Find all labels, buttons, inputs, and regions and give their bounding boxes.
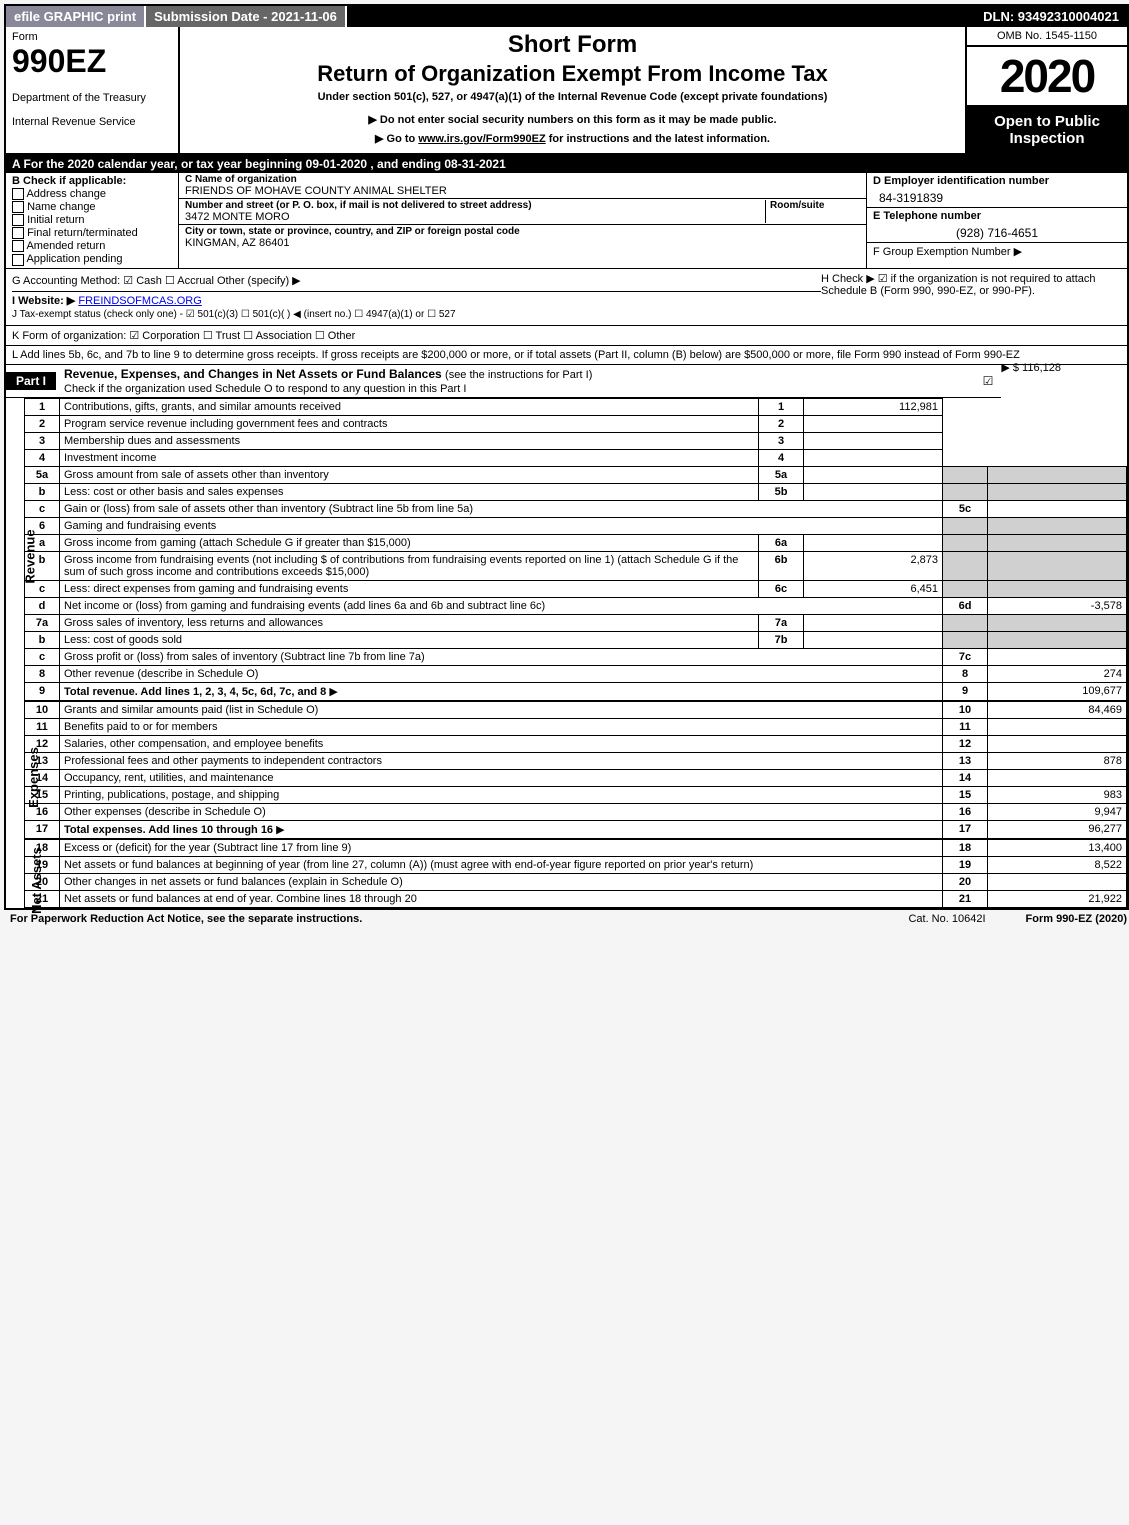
line21-value: 21,922 xyxy=(988,890,1127,907)
line-a: A For the 2020 calendar year, or tax yea… xyxy=(6,155,1127,173)
expenses-label: Expenses xyxy=(26,747,41,808)
phone-value: (928) 716-4651 xyxy=(867,224,1127,242)
revenue-section: Revenue 1Contributions, gifts, grants, a… xyxy=(6,398,1127,701)
note-ssn: ▶ Do not enter social security numbers o… xyxy=(188,113,957,126)
col-c-org-info: C Name of organization FRIENDS OF MOHAVE… xyxy=(179,173,867,268)
chk-address[interactable]: Address change xyxy=(12,188,172,200)
header-left: Form 990EZ Department of the Treasury In… xyxy=(6,27,180,153)
b-header: B Check if applicable: xyxy=(12,175,172,187)
dept-line2: Internal Revenue Service xyxy=(12,116,172,128)
part1-header: Part I Revenue, Expenses, and Changes in… xyxy=(6,365,1001,398)
line18-value: 13,400 xyxy=(988,839,1127,856)
ein-label: D Employer identification number xyxy=(867,173,1127,189)
line-i: I Website: ▶ FREINDSOFMCAS.ORG xyxy=(12,294,821,307)
line9-value: 109,677 xyxy=(988,682,1127,700)
form-990ez: efile GRAPHIC print Submission Date - 20… xyxy=(4,4,1129,910)
line1-value: 112,981 xyxy=(804,398,943,415)
form-ref: Form 990-EZ (2020) xyxy=(1026,913,1127,925)
line10-value: 84,469 xyxy=(988,701,1127,718)
expenses-section: Expenses 10Grants and similar amounts pa… xyxy=(6,701,1127,839)
line-k: K Form of organization: ☑ Corporation ☐ … xyxy=(6,326,1127,346)
ein-value: 84-3191839 xyxy=(867,189,1127,207)
revenue-label: Revenue xyxy=(23,529,38,583)
netassets-label: Net Assets xyxy=(29,847,44,914)
dln-label: DLN: 93492310004021 xyxy=(975,6,1127,27)
line15-value: 983 xyxy=(988,786,1127,803)
subtitle: Under section 501(c), 527, or 4947(a)(1)… xyxy=(188,91,957,103)
chk-pending[interactable]: Application pending xyxy=(12,253,172,265)
irs-link[interactable]: www.irs.gov/Form990EZ xyxy=(418,133,545,145)
chk-name[interactable]: Name change xyxy=(12,201,172,213)
paperwork-notice: For Paperwork Reduction Act Notice, see … xyxy=(10,913,362,925)
note-link: ▶ Go to www.irs.gov/Form990EZ for instru… xyxy=(188,132,957,145)
line6c-value: 6,451 xyxy=(804,580,943,597)
line16-value: 9,947 xyxy=(988,803,1127,820)
line19-value: 8,522 xyxy=(988,856,1127,873)
netassets-section: Net Assets 18Excess or (deficit) for the… xyxy=(6,839,1127,908)
block-bcdef: B Check if applicable: Address change Na… xyxy=(6,173,1127,269)
open-inspection: Open to Public Inspection xyxy=(967,107,1127,153)
line17-value: 96,277 xyxy=(988,820,1127,838)
part1-check[interactable]: ☑ xyxy=(983,374,1002,388)
col-def: D Employer identification number 84-3191… xyxy=(867,173,1127,268)
line-g: G Accounting Method: ☑ Cash ☐ Accrual Ot… xyxy=(12,274,821,292)
cat-number: Cat. No. 10642I xyxy=(908,913,985,925)
short-form-title: Short Form xyxy=(188,31,957,59)
line8-value: 274 xyxy=(988,665,1127,682)
top-bar: efile GRAPHIC print Submission Date - 20… xyxy=(6,6,1127,27)
group-exemption: F Group Exemption Number ▶ xyxy=(867,242,1127,260)
header-right: OMB No. 1545-1150 2020 Open to Public In… xyxy=(967,27,1127,153)
line13-value: 878 xyxy=(988,752,1127,769)
footer: For Paperwork Reduction Act Notice, see … xyxy=(4,910,1129,928)
line6d-value: -3,578 xyxy=(988,597,1127,614)
line6b-value: 2,873 xyxy=(804,551,943,580)
header-row: Form 990EZ Department of the Treasury In… xyxy=(6,27,1127,155)
city-block: City or town, state or province, country… xyxy=(179,225,866,250)
col-b-check-applicable: B Check if applicable: Address change Na… xyxy=(6,173,179,268)
chk-final[interactable]: Final return/terminated xyxy=(12,227,172,239)
org-name-block: C Name of organization FRIENDS OF MOHAVE… xyxy=(179,173,866,199)
omb-number: OMB No. 1545-1150 xyxy=(967,27,1127,47)
line-j: J Tax-exempt status (check only one) - ☑… xyxy=(12,309,821,320)
gross-receipts: ▶ $ 116,128 xyxy=(1001,361,1121,374)
line-h: H Check ▶ ☑ if the organization is not r… xyxy=(821,272,1121,322)
website-link[interactable]: FREINDSOFMCAS.ORG xyxy=(78,295,201,307)
phone-label: E Telephone number xyxy=(867,207,1127,224)
line-l: L Add lines 5b, 6c, and 7b to line 9 to … xyxy=(6,346,1127,365)
header-center: Short Form Return of Organization Exempt… xyxy=(180,27,967,153)
row-ghij: G Accounting Method: ☑ Cash ☐ Accrual Ot… xyxy=(6,269,1127,326)
submission-date-label: Submission Date - 2021-11-06 xyxy=(146,6,347,27)
dept-line: Department of the Treasury xyxy=(12,92,172,104)
main-title: Return of Organization Exempt From Incom… xyxy=(188,61,957,87)
efile-label: efile GRAPHIC print xyxy=(6,6,146,27)
form-number: 990EZ xyxy=(12,43,172,80)
tax-year: 2020 xyxy=(967,47,1127,107)
part1-box: Part I xyxy=(6,372,56,390)
street-block: Number and street (or P. O. box, if mail… xyxy=(179,199,866,225)
chk-initial[interactable]: Initial return xyxy=(12,214,172,226)
form-word: Form xyxy=(12,31,172,43)
chk-amended[interactable]: Amended return xyxy=(12,240,172,252)
